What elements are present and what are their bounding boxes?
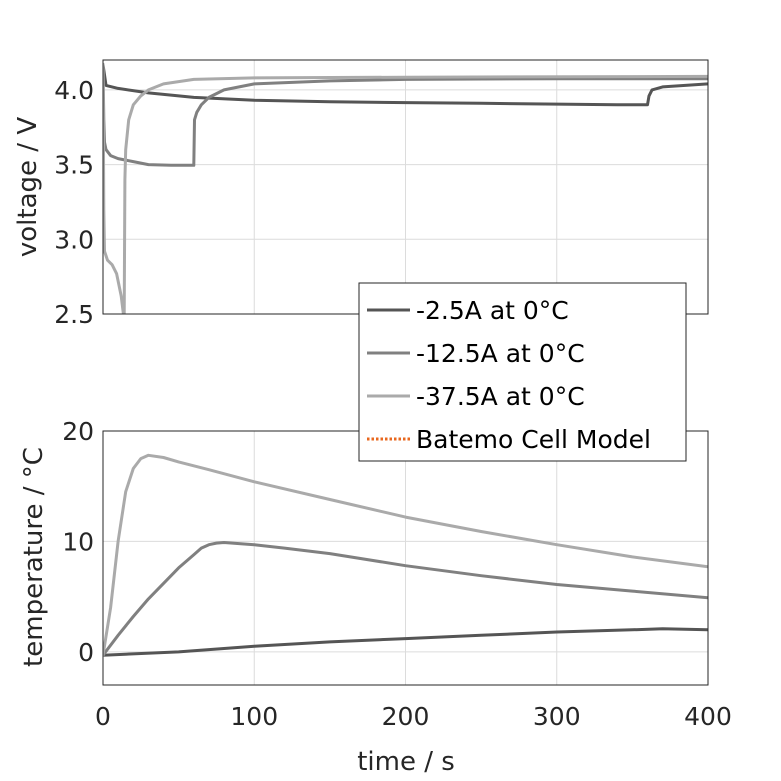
temperature-x-tick-label: 200 (382, 702, 430, 731)
legend: -2.5A at 0°C -12.5A at 0°C -37.5A at 0°C Ba… (358, 282, 687, 462)
temperature-x-tick-label: 100 (230, 702, 278, 731)
voltage-y-tick-label: 3.0 (54, 225, 94, 254)
legend-entry-batemo-model-label: Batemo Cell Model (416, 425, 651, 454)
temperature-y-tick-labels: 0 10 20 (62, 417, 94, 667)
temperature-y-axis-label: temperature / °C (19, 447, 49, 667)
temperature-series-line-mid (103, 541, 708, 657)
voltage-y-tick-label: 4.0 (54, 76, 94, 105)
temperature-y-tick-label: 20 (62, 417, 94, 446)
voltage-y-tick-label: 2.5 (54, 300, 94, 329)
voltage-series-line-dark (103, 63, 708, 107)
temperature-x-tick-label: 0 (95, 702, 111, 731)
legend-entry-2-5a-label: -2.5A at 0°C (416, 296, 569, 325)
voltage-y-tick-label: 3.5 (54, 151, 94, 180)
voltage-y-tick-labels: 2.5 3.0 3.5 4.0 (54, 76, 94, 329)
temperature-y-tick-label: 10 (62, 527, 94, 556)
temperature-y-tick-label: 0 (78, 638, 94, 667)
temperature-x-tick-label: 400 (684, 702, 732, 731)
legend-entries: -2.5A at 0°C -12.5A at 0°C -37.5A at 0°C Ba… (367, 296, 651, 454)
temperature-series-line-dark (103, 627, 708, 657)
voltage-series-line-mid (103, 63, 708, 167)
voltage-series-group (103, 63, 708, 314)
legend-entry-12-5a-label: -12.5A at 0°C (416, 339, 585, 368)
voltage-series-line-light (103, 63, 708, 314)
temperature-plot: 0 10 20 0 100 200 300 400 temperature / °C tim… (19, 417, 732, 777)
temperature-x-tick-labels: 0 100 200 300 400 (95, 702, 732, 731)
legend-box (358, 282, 687, 462)
legend-entry-37-5a-label: -37.5A at 0°C (416, 382, 585, 411)
voltage-plot: 2.5 3.0 3.5 4.0 voltage / V (13, 59, 709, 329)
temperature-x-tick-label: 300 (533, 702, 581, 731)
temperature-series-line-light (103, 453, 708, 657)
time-x-axis-label: time / s (357, 747, 455, 777)
voltage-y-axis-label: voltage / V (13, 117, 43, 257)
temperature-series-group (103, 453, 708, 657)
